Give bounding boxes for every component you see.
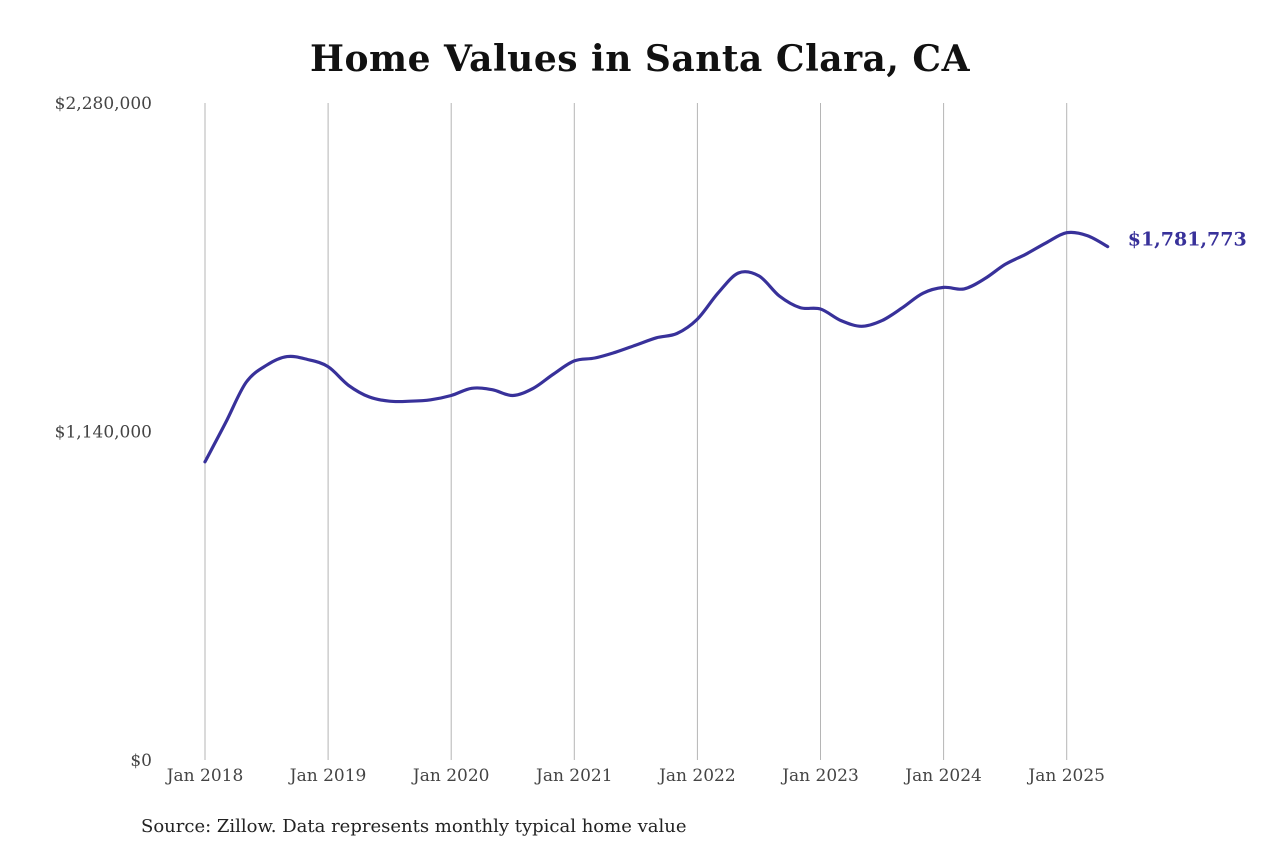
x-tick-label: Jan 2025 <box>1026 766 1105 786</box>
x-tick-label: Jan 2021 <box>534 766 613 786</box>
x-tick-label: Jan 2023 <box>780 766 859 786</box>
x-tick-label: Jan 2022 <box>657 766 736 786</box>
x-tick-label: Jan 2020 <box>411 766 490 786</box>
x-tick-label: Jan 2024 <box>903 766 982 786</box>
series-line <box>203 230 1110 464</box>
chart-title: Home Values in Santa Clara, CA <box>309 38 971 80</box>
source-note: Source: Zillow. Data represents monthly … <box>141 816 687 837</box>
y-tick-label: $0 <box>130 751 152 771</box>
y-tick-label: $1,140,000 <box>55 423 152 443</box>
x-tick-label: Jan 2019 <box>288 766 367 786</box>
end-value-label: $1,781,773 <box>1128 229 1247 251</box>
x-tick-label: Jan 2018 <box>165 766 244 786</box>
y-tick-label: $2,280,000 <box>55 94 152 114</box>
